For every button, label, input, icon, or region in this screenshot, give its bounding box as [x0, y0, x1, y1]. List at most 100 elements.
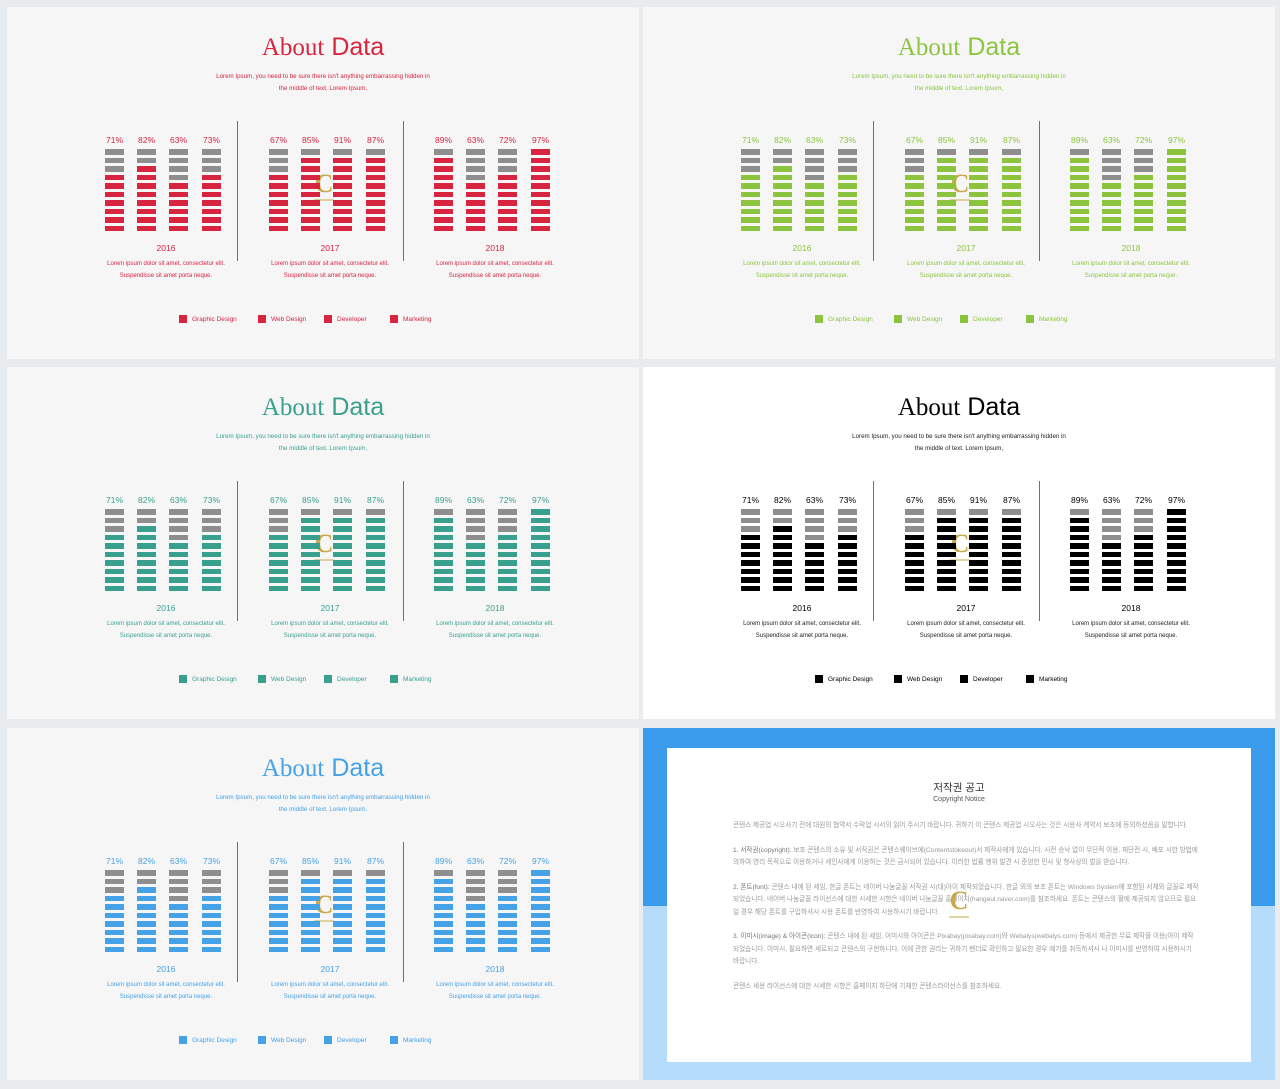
bar-segment-filled — [105, 543, 124, 549]
bar-segment-filled — [366, 938, 385, 944]
percent-label: 87% — [366, 135, 384, 145]
percent-label: 63% — [169, 495, 187, 505]
bar-segment-filled — [1070, 560, 1089, 566]
bar-segment-filled — [366, 577, 385, 583]
bar-segment-empty — [805, 534, 824, 540]
bar-segment-filled — [105, 904, 124, 910]
bar-segment-filled — [202, 534, 221, 540]
bar-segment-filled — [937, 157, 956, 163]
bar-graphic-design — [434, 509, 453, 595]
bar-segment-empty — [498, 870, 517, 876]
bar-segment-empty — [137, 878, 156, 884]
bar-segment-filled — [434, 904, 453, 910]
bar-segment-empty — [1070, 149, 1089, 155]
bar-segment-empty — [269, 878, 288, 884]
bar-segment-filled — [838, 191, 857, 197]
group-description: Lorem ipsum dolor sit amet, consectetur … — [243, 979, 417, 1003]
bar-developer — [169, 509, 188, 595]
title-about: About — [261, 755, 325, 782]
bar-segment-filled — [301, 526, 320, 532]
bar-segment-empty — [202, 157, 221, 163]
slide-title: About Data — [7, 33, 639, 62]
year-label: 2016 — [156, 603, 176, 613]
bar-columns — [99, 149, 233, 235]
percent-label: 73% — [202, 495, 220, 505]
bar-segment-filled — [301, 191, 320, 197]
bar-segment-filled — [333, 895, 352, 901]
bar-segment-filled — [741, 585, 760, 591]
bar-segment-filled — [1134, 191, 1153, 197]
group-description: Lorem ipsum dolor sit amet, consectetur … — [879, 618, 1053, 642]
bar-segment-filled — [202, 551, 221, 557]
chart-legend: Graphic Design Web Design Developer Marketi… — [7, 1034, 639, 1046]
bar-segment-empty — [366, 509, 385, 515]
bar-segment-filled — [333, 225, 352, 231]
legend-swatch — [390, 315, 398, 323]
bar-segment-filled — [269, 208, 288, 214]
bar-segment-empty — [1102, 157, 1121, 163]
bar-segment-filled — [202, 200, 221, 206]
bar-group-2016: 71% 82% 63% 73% 2016 Lorem ipsum dolor sit am… — [735, 495, 869, 645]
percent-labels: 67% 85% 91% 87% — [899, 495, 1033, 505]
percent-labels: 71% 82% 63% 73% — [99, 135, 233, 145]
percent-label: 73% — [838, 135, 856, 145]
bar-segment-filled — [333, 921, 352, 927]
bar-segment-filled — [137, 217, 156, 223]
legend-item-developer: Developer — [324, 673, 367, 685]
bar-segment-empty — [137, 517, 156, 523]
bar-segment-filled — [301, 895, 320, 901]
bar-segment-filled — [301, 517, 320, 523]
bar-segment-filled — [1102, 577, 1121, 583]
bar-segment-filled — [1102, 200, 1121, 206]
bar-segment-filled — [969, 166, 988, 172]
bar-group-2018: 89% 63% 72% 97% 2018 Lorem ipsum dolor sit am… — [428, 495, 562, 645]
percent-label: 67% — [269, 495, 287, 505]
percent-labels: 89% 63% 72% 97% — [428, 495, 562, 505]
bar-segment-empty — [805, 517, 824, 523]
legend-item-graphic-design: Graphic Design — [815, 673, 873, 685]
bar-marketing — [531, 149, 550, 235]
bar-segment-filled — [773, 174, 792, 180]
year-label: 2017 — [320, 603, 340, 613]
bar-segment-filled — [969, 551, 988, 557]
bar-segment-filled — [169, 921, 188, 927]
percent-label: 73% — [202, 135, 220, 145]
bar-segment-filled — [366, 887, 385, 893]
bar-segment-filled — [1167, 543, 1186, 549]
bar-columns — [263, 149, 397, 235]
group-divider — [403, 121, 404, 261]
bar-segment-filled — [969, 560, 988, 566]
bar-segment-empty — [498, 878, 517, 884]
group-description-line: Suspendisse sit amet porta neque. — [919, 273, 1013, 279]
bar-segment-filled — [1002, 200, 1021, 206]
bar-web-design — [301, 509, 320, 595]
bar-segment-empty — [169, 517, 188, 523]
copyright-section-2-head: 2. 폰트(font): — [733, 883, 770, 891]
bar-developer — [1134, 149, 1153, 235]
percent-label: 97% — [531, 856, 549, 866]
subtitle-line-1: Lorem Ipsum, you need to be sure there i… — [216, 433, 430, 440]
bar-segment-filled — [301, 560, 320, 566]
bar-group-2018: 89% 63% 72% 97% 2018 Lorem ipsum dolor sit am… — [1064, 495, 1198, 645]
bar-segment-filled — [805, 183, 824, 189]
slide-title: About Data — [643, 33, 1275, 62]
bar-segment-filled — [301, 200, 320, 206]
bar-segment-filled — [741, 568, 760, 574]
bar-segment-filled — [1102, 183, 1121, 189]
bar-segment-filled — [905, 568, 924, 574]
bar-segment-filled — [937, 174, 956, 180]
bar-segment-filled — [937, 577, 956, 583]
bar-developer — [169, 870, 188, 956]
bar-segment-empty — [805, 526, 824, 532]
group-description-line: Lorem ipsum dolor sit amet, consectetur … — [907, 261, 1025, 267]
legend-swatch — [390, 1036, 398, 1044]
bar-segment-empty — [773, 517, 792, 523]
bar-segment-filled — [1002, 568, 1021, 574]
year-label: 2017 — [956, 243, 976, 253]
bar-segment-filled — [773, 560, 792, 566]
bar-segment-empty — [169, 895, 188, 901]
bar-segment-filled — [269, 543, 288, 549]
bar-segment-filled — [1167, 534, 1186, 540]
bar-segment-filled — [838, 560, 857, 566]
title-data: Data — [967, 393, 1021, 421]
